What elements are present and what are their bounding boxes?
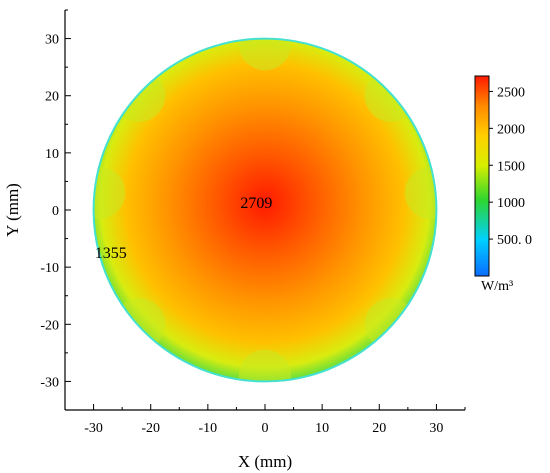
plot-area: 2709 1355 [92, 37, 438, 383]
colorbar-tick-label: 1500 [497, 159, 525, 174]
colorbar-tick-label: 500. 0 [497, 233, 532, 248]
x-tick-label: -20 [141, 421, 160, 436]
x-axis-title: X (mm) [238, 452, 292, 471]
heatmap-lobe [404, 166, 437, 219]
colorbar-tick-label: 2500 [497, 85, 525, 100]
heatmap-lobe [239, 349, 291, 382]
heatmap-disk [93, 38, 437, 382]
annotation-label: 2709 [240, 195, 272, 212]
axes: -30 -20 -10 0 10 20 30 -30 -20 -10 0 10 20 30 [40, 9, 466, 436]
y-tick-label: 10 [45, 147, 59, 162]
colorbar-tick-label: 2000 [497, 122, 525, 137]
colorbar-scale [474, 75, 490, 277]
y-axis-title: Y (mm) [3, 183, 22, 237]
y-tick-label: 30 [45, 33, 59, 48]
y-tick-label: -20 [40, 318, 59, 333]
y-tick-label: -10 [40, 261, 59, 276]
heatmap-lobe [93, 166, 126, 219]
x-tick-label: 30 [429, 421, 443, 436]
x-tick-label: 0 [262, 421, 269, 436]
y-tick-label: 0 [52, 204, 59, 219]
x-tick-label: 10 [315, 421, 329, 436]
annotation-label: 1355 [95, 245, 127, 262]
colorbar-tick-label: 1000 [497, 196, 525, 211]
disk-rim [92, 37, 438, 383]
colorbar: 2500 2000 1500 1000 500. 0 W/m³ [474, 75, 532, 294]
x-tick-label: 20 [372, 421, 386, 436]
heatmap-lobe [239, 38, 291, 71]
y-tick-label: -30 [40, 375, 59, 390]
x-tick-label: -10 [199, 421, 218, 436]
y-tick-label: 20 [45, 90, 59, 105]
colorbar-unit: W/m³ [481, 279, 513, 294]
x-tick-label: -30 [84, 421, 103, 436]
